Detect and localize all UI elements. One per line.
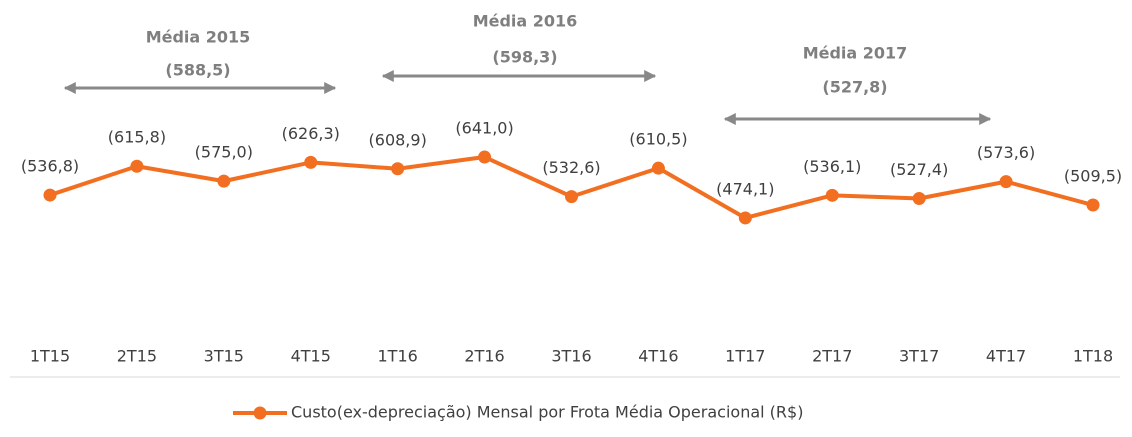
data-point	[130, 159, 144, 173]
x-tick-label: 2T16	[464, 347, 504, 366]
annotation-title: Média 2015	[146, 28, 251, 47]
data-point	[478, 150, 492, 164]
x-tick-label: 3T15	[204, 347, 244, 366]
x-tick-label: 4T15	[291, 347, 331, 366]
x-tick-label: 1T16	[378, 347, 418, 366]
data-point	[217, 174, 231, 188]
data-label: (575,0)	[195, 143, 253, 162]
data-point	[912, 191, 926, 205]
data-point	[391, 162, 405, 176]
data-point	[1086, 198, 1100, 212]
data-point	[304, 155, 318, 169]
x-tick-label: 2T15	[117, 347, 157, 366]
data-label: (536,1)	[803, 157, 861, 176]
data-label: (608,9)	[369, 130, 427, 149]
legend-label: Custo(ex-depreciação) Mensal por Frota M…	[291, 403, 803, 422]
annotation-value: (598,3)	[492, 48, 557, 67]
annotation-value: (527,8)	[822, 78, 887, 97]
data-point	[738, 211, 752, 225]
x-tick-label: 1T18	[1073, 347, 1113, 366]
x-tick-label: 1T17	[725, 347, 765, 366]
data-point	[999, 175, 1013, 189]
data-label: (626,3)	[282, 124, 340, 143]
data-point	[565, 190, 578, 204]
data-label: (573,6)	[977, 143, 1035, 162]
data-label: (509,5)	[1064, 167, 1122, 186]
data-label: (527,4)	[890, 160, 948, 179]
annotation-value: (588,5)	[165, 61, 230, 80]
x-tick-label: 3T17	[899, 347, 939, 366]
annotation-title: Média 2016	[473, 12, 578, 31]
data-label: (532,6)	[542, 158, 600, 177]
data-label: (615,8)	[108, 128, 166, 147]
annotation-title: Média 2017	[803, 44, 908, 63]
x-tick-label: 2T17	[812, 347, 852, 366]
data-point	[651, 161, 665, 175]
x-tick-label: 3T16	[551, 347, 591, 366]
x-tick-label: 4T16	[638, 347, 678, 366]
data-point	[43, 188, 57, 202]
data-label: (536,8)	[21, 157, 79, 176]
data-point	[825, 188, 839, 202]
data-label: (474,1)	[716, 179, 774, 198]
x-tick-label: 4T17	[986, 347, 1026, 366]
data-label: (641,0)	[455, 119, 513, 138]
legend-marker	[253, 406, 267, 420]
x-tick-label: 1T15	[30, 347, 70, 366]
data-label: (610,5)	[629, 130, 687, 149]
